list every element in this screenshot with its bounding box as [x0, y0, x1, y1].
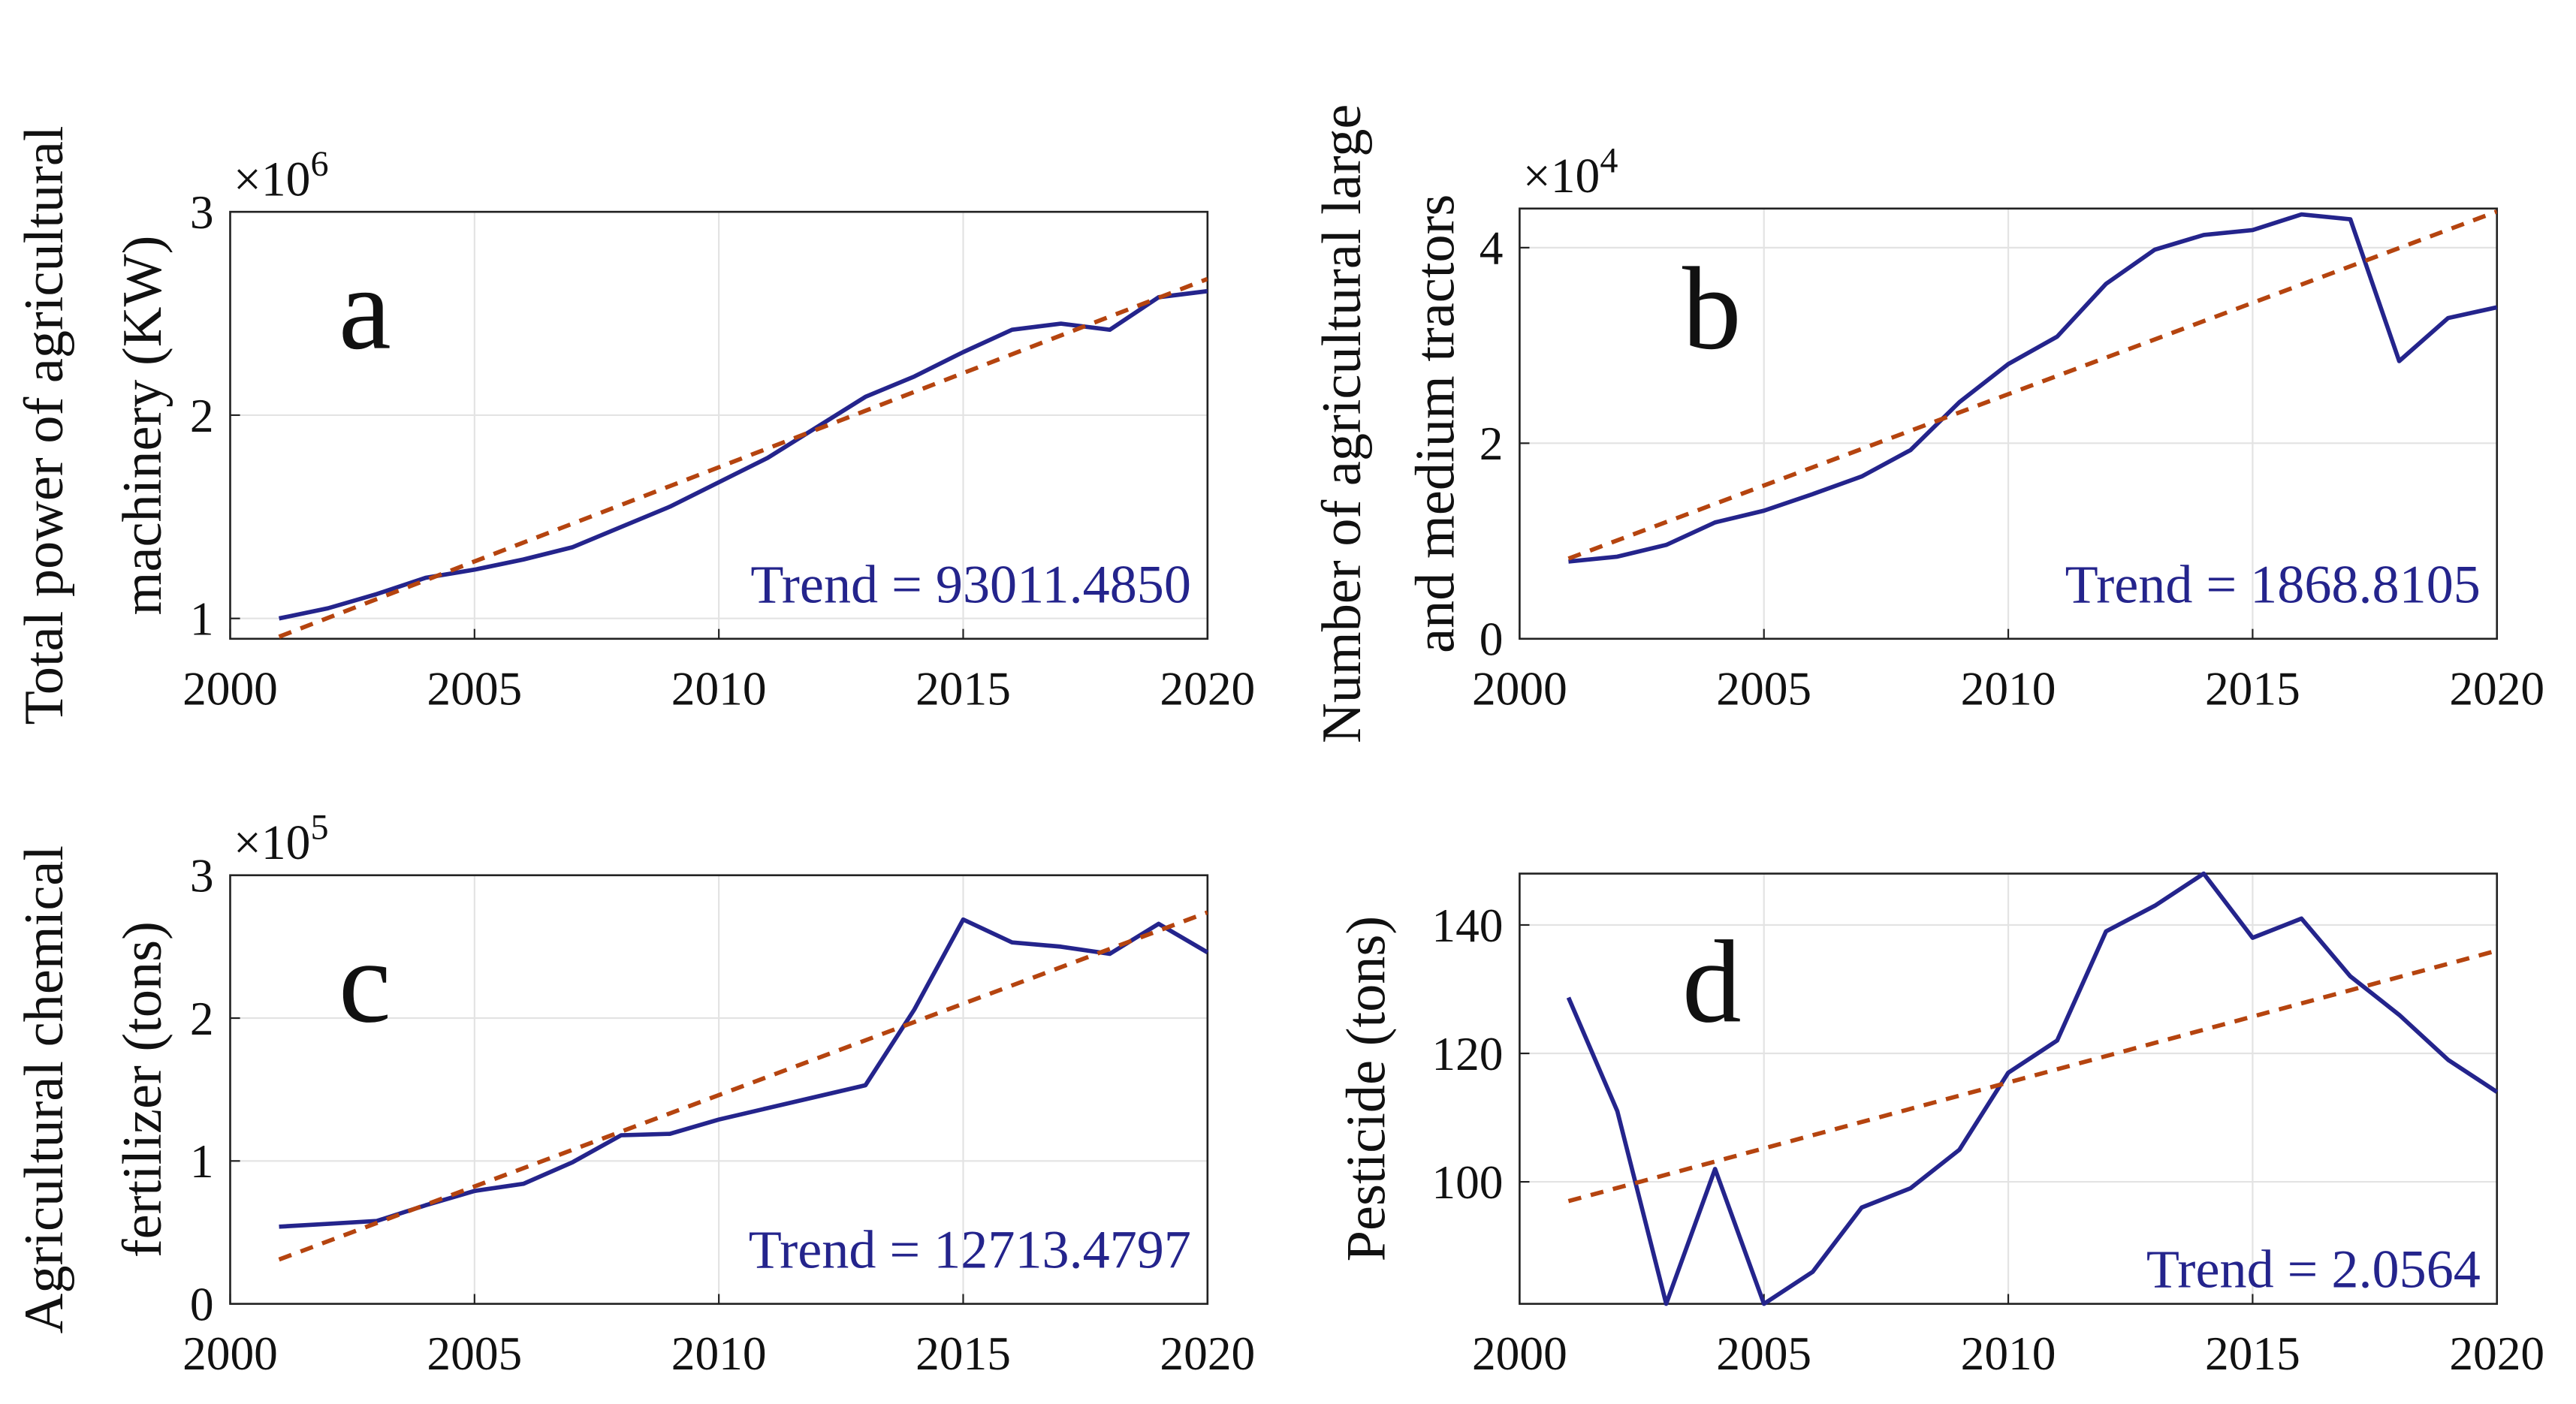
- panel-letter: c: [339, 917, 391, 1047]
- trend-line: [1567, 209, 2497, 561]
- data-line: [1566, 871, 2499, 1306]
- plot-frame: [1519, 207, 2499, 640]
- y-axis-label: fertilizer (tons): [112, 921, 173, 1258]
- x-tick-label: 2020: [2449, 661, 2544, 715]
- x-tick-label: 2010: [671, 1327, 767, 1380]
- trend-annotation: Trend = 2.0564: [2146, 1240, 2481, 1300]
- y-tick-label: 2: [190, 992, 214, 1045]
- multiplier-base: ×10: [234, 152, 311, 206]
- y-axis-label: Pesticide (tons): [1336, 916, 1398, 1262]
- multiplier-base: ×10: [1523, 149, 1600, 203]
- y-tick-label: 4: [1480, 221, 1504, 275]
- x-tick-label: 2000: [1472, 661, 1567, 715]
- y-tick-label: 0: [1480, 613, 1504, 666]
- plot-frame: [229, 210, 1209, 640]
- panel-letter: b: [1682, 244, 1742, 375]
- y-multiplier: ×104: [1523, 141, 1618, 203]
- y-tick-label: 1: [190, 1134, 214, 1188]
- y-multiplier: ×105: [234, 808, 329, 870]
- y-axis-label: machinery (KW): [112, 236, 173, 616]
- trend-line: [278, 276, 1208, 639]
- y-tick-label: 140: [1431, 899, 1503, 952]
- x-tick-label: 2015: [915, 661, 1011, 715]
- y-axis-label: Agricultural chemical: [14, 845, 75, 1333]
- x-tick-label: 2010: [1961, 661, 2056, 715]
- trend-annotation: Trend = 12713.4797: [749, 1219, 1191, 1279]
- x-tick-label: 2010: [1961, 1327, 2056, 1380]
- multiplier-exponent: 5: [310, 808, 328, 848]
- y-tick-label: 1: [190, 592, 214, 646]
- x-tick-label: 2020: [1160, 1327, 1255, 1380]
- x-tick-label: 2005: [1716, 1327, 1811, 1380]
- plot-frame: [1519, 872, 2499, 1305]
- y-tick-label: 120: [1431, 1027, 1503, 1080]
- multiplier-base: ×10: [234, 816, 311, 870]
- x-tick-label: 2000: [1472, 1327, 1567, 1380]
- y-axis-label: and medium tractors: [1404, 194, 1466, 653]
- trend-line: [278, 910, 1208, 1262]
- panel-letter: a: [339, 244, 391, 375]
- x-tick-label: 2020: [1160, 661, 1255, 715]
- y-tick-label: 2: [1480, 417, 1504, 470]
- x-tick-label: 2005: [1716, 661, 1811, 715]
- panel-letter: d: [1682, 917, 1742, 1047]
- y-tick-label: 3: [190, 849, 214, 902]
- x-tick-label: 2015: [2205, 1327, 2300, 1380]
- x-tick-label: 2015: [915, 1327, 1011, 1380]
- trend-annotation: Trend = 1868.8105: [2065, 555, 2481, 615]
- y-tick-label: 2: [190, 389, 214, 442]
- x-tick-label: 2005: [427, 661, 522, 715]
- data-line: [1568, 212, 2498, 564]
- plot-frame: [229, 874, 1209, 1305]
- x-tick-label: 2000: [182, 661, 278, 715]
- y-axis-label: Number of agricultural large: [1311, 104, 1373, 743]
- x-tick-label: 2005: [427, 1327, 522, 1380]
- multiplier-exponent: 4: [1600, 141, 1618, 181]
- trend-annotation: Trend = 93011.4850: [750, 555, 1191, 615]
- y-axis-label: Total power of agricultural: [14, 125, 75, 725]
- x-tick-label: 2010: [671, 661, 767, 715]
- x-tick-label: 2020: [2449, 1327, 2544, 1380]
- y-tick-label: 3: [190, 185, 214, 239]
- multiplier-exponent: 6: [310, 144, 328, 184]
- x-tick-label: 2015: [2205, 661, 2300, 715]
- x-tick-label: 2000: [182, 1327, 278, 1380]
- y-tick-label: 100: [1431, 1155, 1503, 1209]
- y-multiplier: ×106: [234, 144, 329, 206]
- y-tick-label: 0: [190, 1277, 214, 1330]
